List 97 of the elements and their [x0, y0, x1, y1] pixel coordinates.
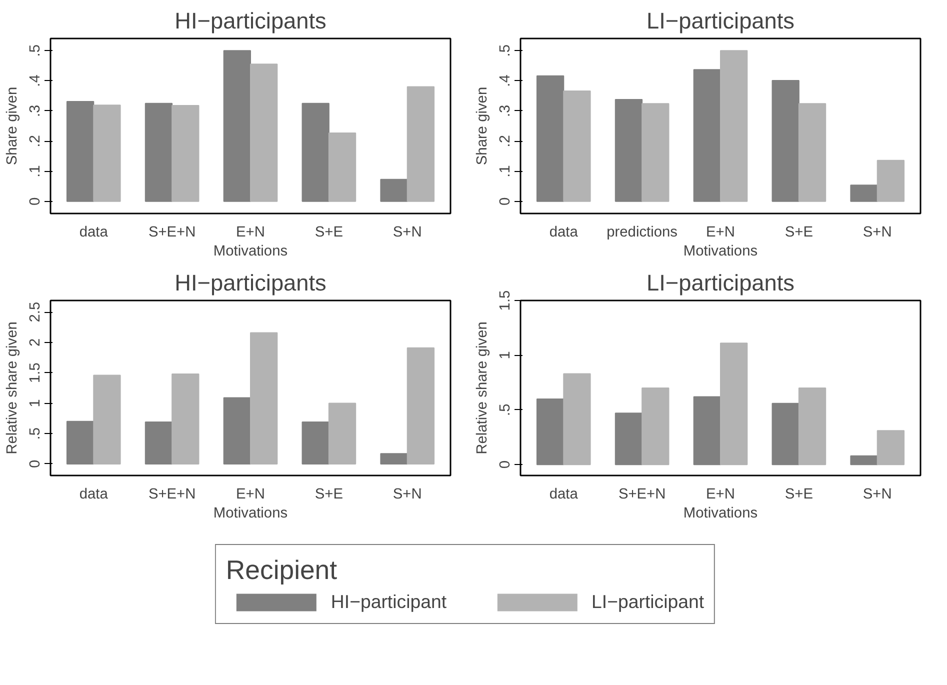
x-tick-label: E+N: [236, 486, 265, 502]
x-axis-title: Motivations: [683, 506, 758, 522]
y-tick-label: 2.5: [28, 302, 44, 322]
bar: [536, 75, 564, 202]
x-tick-label: S+N: [392, 486, 422, 502]
chart-title: LI−participants: [646, 8, 795, 34]
legend-title: Recipient: [226, 555, 338, 586]
bar: [250, 64, 278, 202]
x-tick-label: S+E: [314, 224, 344, 240]
x-tick-label: S+E: [784, 224, 814, 240]
bar: [693, 396, 721, 466]
bar: [798, 103, 826, 202]
bar: [328, 132, 356, 202]
bar: [720, 342, 748, 466]
x-tick-label: S+E: [784, 486, 814, 502]
bar: [144, 102, 173, 202]
bar: [223, 50, 251, 202]
x-tick-label: data: [549, 224, 579, 240]
bar: [172, 104, 200, 202]
bar: [93, 374, 121, 464]
y-axis-title: Relative share given: [474, 322, 490, 454]
bar: [642, 388, 670, 466]
y-axis-title: Share given: [474, 86, 490, 166]
x-tick-label: E+N: [236, 224, 265, 240]
bar: [144, 422, 173, 464]
bar: [380, 453, 408, 464]
x-tick-label: E+N: [706, 486, 735, 502]
chart-title: HI−participants: [174, 8, 326, 34]
bar: [772, 80, 800, 202]
y-tick-label: 1: [498, 351, 514, 360]
bar: [876, 430, 905, 466]
x-tick-label: S+E+N: [618, 486, 666, 502]
bar: [328, 402, 356, 464]
bar: [66, 101, 94, 202]
y-tick-label: 1: [28, 399, 44, 408]
bar: [614, 98, 643, 202]
y-tick-label: .1: [28, 165, 44, 178]
x-tick-label: S+N: [862, 224, 892, 240]
y-tick-label: 0: [28, 197, 44, 206]
chart-title: HI−participants: [174, 270, 326, 296]
x-axis-title: Motivations: [213, 506, 288, 522]
y-tick-label: .3: [28, 104, 44, 118]
y-tick-label: 1.5: [28, 362, 44, 383]
x-tick-label: S+N: [392, 224, 422, 240]
bar: [406, 86, 435, 202]
bar: [223, 397, 251, 464]
y-tick-label: .3: [498, 104, 514, 118]
x-tick-label: data: [79, 224, 109, 240]
y-tick-label: .5: [498, 44, 514, 57]
bar: [302, 422, 330, 464]
bar: [642, 103, 670, 202]
bar: [614, 412, 643, 466]
x-tick-label: E+N: [706, 224, 735, 240]
x-tick-label: S+E+N: [148, 486, 196, 502]
bar: [302, 102, 330, 202]
legend-label: LI−participant: [592, 591, 704, 613]
bar: [798, 388, 826, 466]
x-tick-label: S+N: [862, 486, 892, 502]
bar: [172, 374, 200, 464]
bar: [693, 69, 721, 202]
x-tick-label: data: [79, 486, 109, 502]
y-tick-label: .5: [28, 44, 44, 57]
y-axis-title: Relative share given: [4, 322, 20, 454]
x-axis-title: Motivations: [213, 244, 288, 260]
bar: [66, 420, 94, 464]
x-tick-label: data: [549, 486, 579, 502]
y-tick-label: .5: [28, 427, 44, 440]
legend-label: HI−participant: [330, 591, 447, 613]
bar: [850, 184, 878, 202]
x-tick-label: S+E+N: [148, 224, 196, 240]
bar: [876, 160, 905, 202]
bar: [93, 104, 121, 202]
y-tick-label: 2: [28, 338, 44, 347]
bar: [380, 178, 408, 202]
y-tick-label: 1.5: [498, 290, 514, 311]
y-tick-label: .4: [28, 74, 44, 87]
y-tick-label: .4: [498, 74, 514, 87]
y-tick-label: 0: [28, 460, 44, 468]
bar: [250, 332, 278, 464]
y-tick-label: .5: [498, 404, 514, 416]
bar: [850, 455, 878, 466]
x-tick-label: predictions: [606, 224, 678, 240]
bar: [536, 398, 564, 466]
chart-title: LI−participants: [646, 270, 795, 296]
bar: [563, 373, 591, 466]
bar: [563, 90, 591, 202]
y-axis-title: Share given: [4, 86, 20, 166]
x-tick-label: S+E: [314, 486, 344, 502]
bar: [772, 402, 800, 466]
y-tick-label: .2: [498, 134, 514, 148]
y-tick-label: .1: [498, 165, 514, 178]
bar: [720, 50, 748, 202]
x-axis-title: Motivations: [683, 244, 758, 260]
y-tick-label: .2: [28, 134, 44, 148]
y-tick-label: 0: [498, 197, 514, 206]
y-tick-label: 0: [498, 460, 514, 469]
bar: [406, 347, 435, 464]
